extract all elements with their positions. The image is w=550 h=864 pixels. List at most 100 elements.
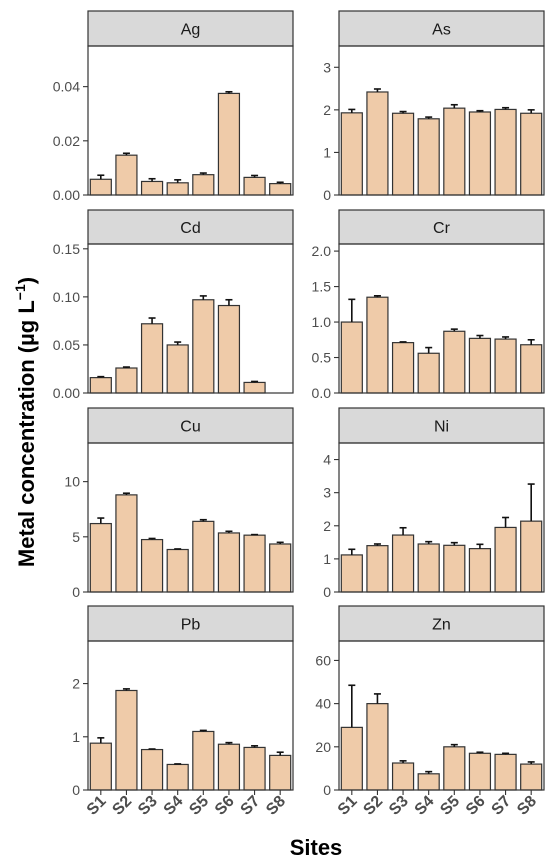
bar-s5 xyxy=(192,174,215,196)
bar-s6 xyxy=(468,548,492,593)
x-tick-label: S1 xyxy=(84,793,110,819)
bar-s5 xyxy=(192,299,215,394)
bar-s1 xyxy=(89,178,112,196)
y-tick-label: 1 xyxy=(323,144,331,160)
panel-border xyxy=(338,243,545,394)
bar-s8 xyxy=(269,183,292,196)
y-tick-label: 20 xyxy=(315,739,331,755)
bar-s7 xyxy=(243,381,266,394)
bar-s2 xyxy=(115,689,138,791)
x-tick-label: S3 xyxy=(386,793,412,819)
facet-strip xyxy=(338,407,545,444)
facet-strip xyxy=(338,605,545,642)
y-axis-title: Metal concentration (µg L−1) xyxy=(12,277,39,567)
y-tick-label: 4 xyxy=(323,452,331,468)
bar-s8 xyxy=(520,763,543,791)
x-tick-label: S5 xyxy=(186,793,212,819)
y-tick-label: 1.5 xyxy=(312,279,332,295)
bar-s1 xyxy=(89,742,112,791)
bar-s8 xyxy=(520,520,543,593)
bar-s6 xyxy=(217,92,241,196)
bar-s6 xyxy=(217,743,241,791)
y-tick-label: 0.15 xyxy=(53,241,80,257)
y-tick-label: 0 xyxy=(323,584,331,600)
y-axis-title-superscript: −1 xyxy=(12,284,28,300)
facet-strip xyxy=(87,10,294,47)
bar-s3 xyxy=(140,748,164,791)
x-tick-label: S5 xyxy=(437,793,463,819)
y-tick-label: 3 xyxy=(323,59,331,75)
facet-label: Ag xyxy=(181,22,201,39)
x-tick-label: S2 xyxy=(109,793,135,819)
x-tick-label: S2 xyxy=(360,793,386,819)
bar-s7 xyxy=(494,108,517,196)
x-tick-label: S6 xyxy=(212,793,238,819)
y-tick-label: 60 xyxy=(315,652,331,668)
panel-cd: Cd 0.00 0.05 0.10 0.15 xyxy=(53,209,294,401)
y-tick-label: 0.00 xyxy=(53,385,80,401)
panel-border xyxy=(338,45,545,196)
bar-s4 xyxy=(417,543,440,593)
panel-pb: Pb 0 1 2 S1 S2 S3 S4 S5 S6 S7 S8 xyxy=(72,605,294,819)
bar-s4 xyxy=(417,352,440,394)
y-tick-label: 0.00 xyxy=(53,187,80,203)
bar-s4 xyxy=(417,773,440,791)
bar-s6 xyxy=(217,532,241,593)
facet-strip xyxy=(87,209,294,245)
bar-s3 xyxy=(391,534,415,593)
bar-s4 xyxy=(417,118,440,196)
bar-s8 xyxy=(520,112,543,196)
y-tick-label: 5 xyxy=(72,529,80,545)
bar-s8 xyxy=(269,543,292,593)
y-tick-label: 0.05 xyxy=(53,337,80,353)
bar-s4 xyxy=(166,763,189,791)
x-tick-label: S4 xyxy=(412,793,438,819)
bar-s1 xyxy=(340,112,363,196)
bar-s5 xyxy=(443,746,466,791)
panel-border xyxy=(87,45,294,196)
panel-ag: Ag 0.00 0.02 0.04 xyxy=(53,10,294,203)
bar-s1 xyxy=(89,377,112,394)
facet-label: Cr xyxy=(433,220,451,237)
bar-s3 xyxy=(140,323,164,394)
bar-s1 xyxy=(89,522,112,593)
x-tick-label: S8 xyxy=(514,793,540,819)
bar-s4 xyxy=(166,344,189,394)
bar-s7 xyxy=(494,526,517,593)
bar-s6 xyxy=(217,304,241,394)
bar-s5 xyxy=(192,730,215,791)
y-axis-title-main: Metal concentration (µg L xyxy=(14,300,39,567)
bar-s2 xyxy=(366,703,389,791)
y-tick-label: 1.0 xyxy=(312,314,332,330)
y-tick-label: 0 xyxy=(72,584,80,600)
bar-s2 xyxy=(115,154,138,196)
panel-border xyxy=(87,640,294,791)
panel-border xyxy=(87,442,294,593)
bar-s2 xyxy=(115,367,138,394)
panel-zn: Zn 0 20 40 60 S1 S2 S3 S4 S5 S6 S7 S8 xyxy=(315,605,545,819)
panel-border xyxy=(87,243,294,394)
bar-s3 xyxy=(391,112,415,196)
panel-cu: Cu 0 5 10 xyxy=(64,407,294,600)
y-axis-title-close: ) xyxy=(14,277,39,284)
bar-s6 xyxy=(468,337,492,394)
y-tick-label: 3 xyxy=(323,485,331,501)
bar-s6 xyxy=(468,752,492,791)
facet-strip xyxy=(338,209,545,245)
panel-ni: Ni 0 1 2 3 4 xyxy=(323,407,545,600)
facet-strip xyxy=(87,605,294,642)
y-tick-label: 2 xyxy=(323,102,331,118)
y-tick-label: 0.04 xyxy=(53,79,80,95)
facet-label: Zn xyxy=(432,617,451,634)
bar-s7 xyxy=(494,338,517,394)
bar-s5 xyxy=(192,520,215,593)
bar-s1 xyxy=(340,554,363,593)
x-tick-label: S3 xyxy=(135,793,161,819)
facet-label: Ni xyxy=(434,419,449,436)
panel-border xyxy=(338,442,545,593)
x-tick-label: S7 xyxy=(238,793,264,819)
bar-s8 xyxy=(520,344,543,394)
panel-as: As 0 1 2 3 xyxy=(323,10,545,203)
y-tick-label: 0.02 xyxy=(53,133,80,149)
y-tick-label: 1 xyxy=(323,551,331,567)
